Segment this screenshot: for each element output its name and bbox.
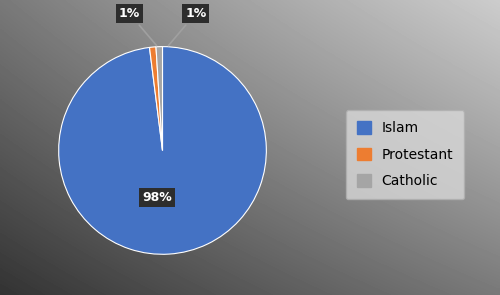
Wedge shape [156, 47, 162, 150]
Text: 98%: 98% [142, 191, 172, 204]
Text: 1%: 1% [118, 7, 156, 45]
Legend: Islam, Protestant, Catholic: Islam, Protestant, Catholic [346, 110, 465, 199]
Wedge shape [58, 47, 266, 254]
Wedge shape [150, 47, 162, 150]
Text: 1%: 1% [168, 7, 206, 45]
